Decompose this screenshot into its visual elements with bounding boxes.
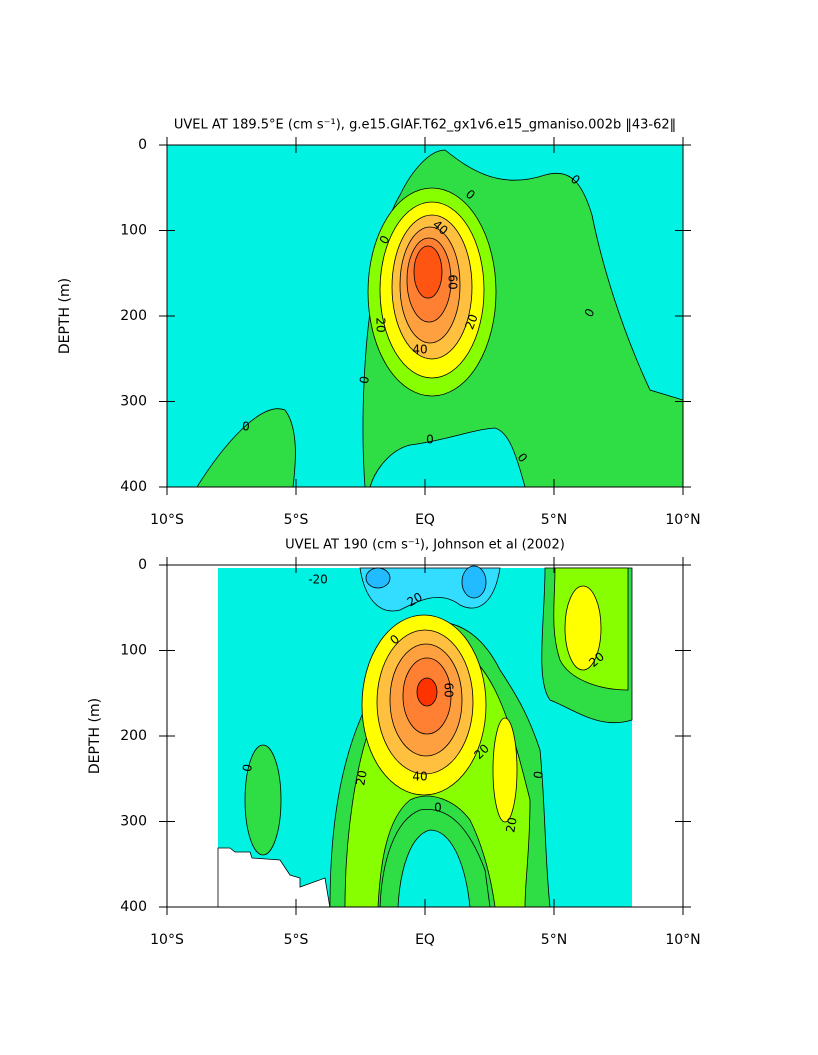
x-tick-label: 5°S [284,512,309,528]
y-tick-label: 300 [120,814,147,830]
contour-label: 20 [353,769,369,786]
y-tick-label: 200 [120,728,147,744]
y-axis-label: DEPTH (m) [57,278,73,354]
contour-label: 0 [242,420,250,434]
contour-label: 60 [442,682,456,697]
y-axis-label: DEPTH (m) [87,698,103,774]
y-tick-label: 0 [138,557,147,573]
x-tick-label: 10°S [150,932,184,948]
y-tick-label: 0 [138,137,147,153]
contour-label: 0 [434,801,442,815]
contour-label: 60 [446,274,460,289]
y-tick-label: 400 [120,479,147,495]
contour-label: 20 [503,816,519,833]
x-tick-label: 10°N [665,932,700,948]
contour-label: 20 [405,590,425,610]
contour-label: 40 [412,343,427,357]
x-tick-label: 10°S [150,512,184,528]
contour-label: 20 [374,317,388,332]
x-tick-label: EQ [415,512,435,528]
chart-title: UVEL AT 189.5°E (cm s⁻¹), g.e15.GIAF.T62… [174,118,676,133]
y-tick-label: 400 [120,899,147,915]
contour-label: 0 [531,770,546,780]
x-tick-label: 5°N [541,932,567,948]
contour-label: 20 [462,312,480,331]
y-tick-label: 300 [120,394,147,410]
y-tick-label: 200 [120,308,147,324]
contour-label: 0 [240,763,255,773]
x-tick-label: 5°S [284,932,309,948]
contour-label: 0 [426,433,434,447]
contour-label: 0 [357,375,372,385]
chart-title: UVEL AT 190 (cm s⁻¹), Johnson et al (200… [285,538,565,553]
x-tick-label: EQ [415,932,435,948]
y-tick-label: 100 [120,643,147,659]
x-tick-label: 5°N [541,512,567,528]
y-tick-label: 100 [120,223,147,239]
x-tick-label: 10°N [665,512,700,528]
contour-label: -20 [308,573,328,587]
contour-label: 40 [412,770,427,784]
contour-fill [217,565,633,907]
contour-fill [167,145,683,487]
